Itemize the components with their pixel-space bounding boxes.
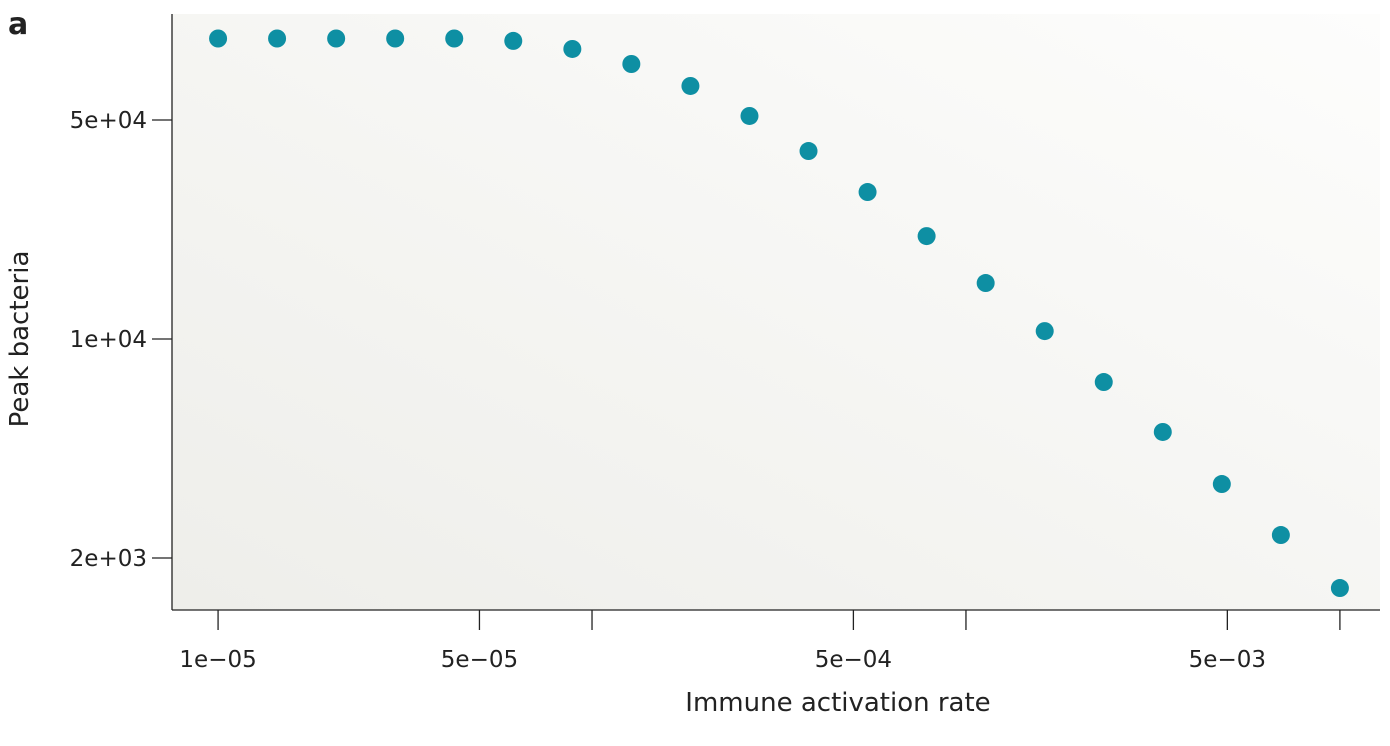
y-tick-label: 2e+03 [70, 546, 147, 572]
point [1153, 422, 1172, 441]
point [445, 29, 464, 48]
x-tick-label: 5e−05 [441, 647, 518, 673]
point [799, 142, 818, 161]
point [976, 274, 995, 293]
point [1094, 373, 1113, 392]
point [681, 76, 700, 95]
point [386, 29, 405, 48]
point [563, 39, 582, 58]
point [740, 106, 759, 125]
point [1035, 322, 1054, 341]
y-tick-label: 5e+04 [70, 108, 147, 134]
point [622, 54, 641, 73]
point [504, 31, 523, 50]
x-axis-label: Immune activation rate [685, 688, 990, 718]
plot-background [172, 14, 1380, 610]
point [917, 227, 936, 246]
x-tick-label: 1e−05 [179, 647, 256, 673]
y-tick-label: 1e+04 [70, 327, 147, 353]
point [858, 183, 877, 202]
y-axis-label: Peak bacteria [5, 251, 35, 428]
x-tick-label: 5e−03 [1189, 647, 1266, 673]
point [1212, 475, 1231, 494]
x-tick-label: 5e−04 [815, 647, 892, 673]
point [1330, 579, 1349, 598]
panel-label: a [8, 7, 28, 42]
point [268, 29, 287, 48]
point [327, 29, 346, 48]
point [1271, 526, 1290, 545]
point [209, 29, 228, 48]
